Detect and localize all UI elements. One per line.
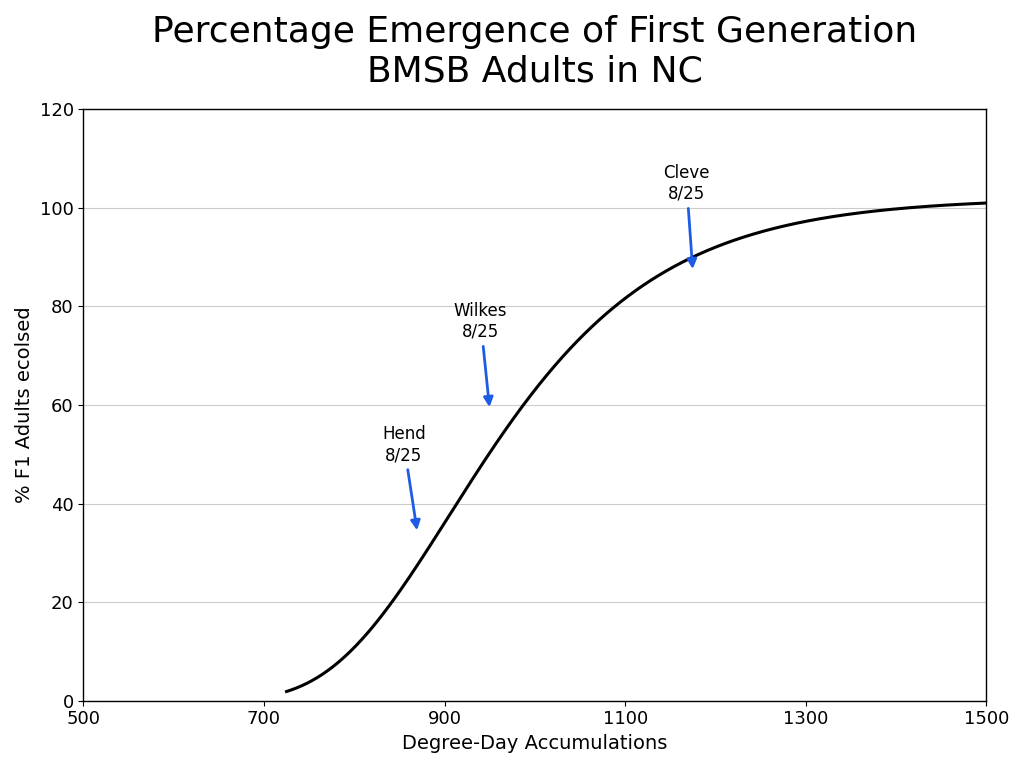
Text: Hend
8/25: Hend 8/25 [382, 425, 426, 528]
Text: Cleve
8/25: Cleve 8/25 [664, 164, 710, 266]
X-axis label: Degree-Day Accumulations: Degree-Day Accumulations [402, 734, 668, 753]
Title: Percentage Emergence of First Generation
BMSB Adults in NC: Percentage Emergence of First Generation… [153, 15, 918, 88]
Text: Wilkes
8/25: Wilkes 8/25 [454, 302, 508, 404]
Y-axis label: % F1 Adults ecolsed: % F1 Adults ecolsed [15, 306, 34, 503]
